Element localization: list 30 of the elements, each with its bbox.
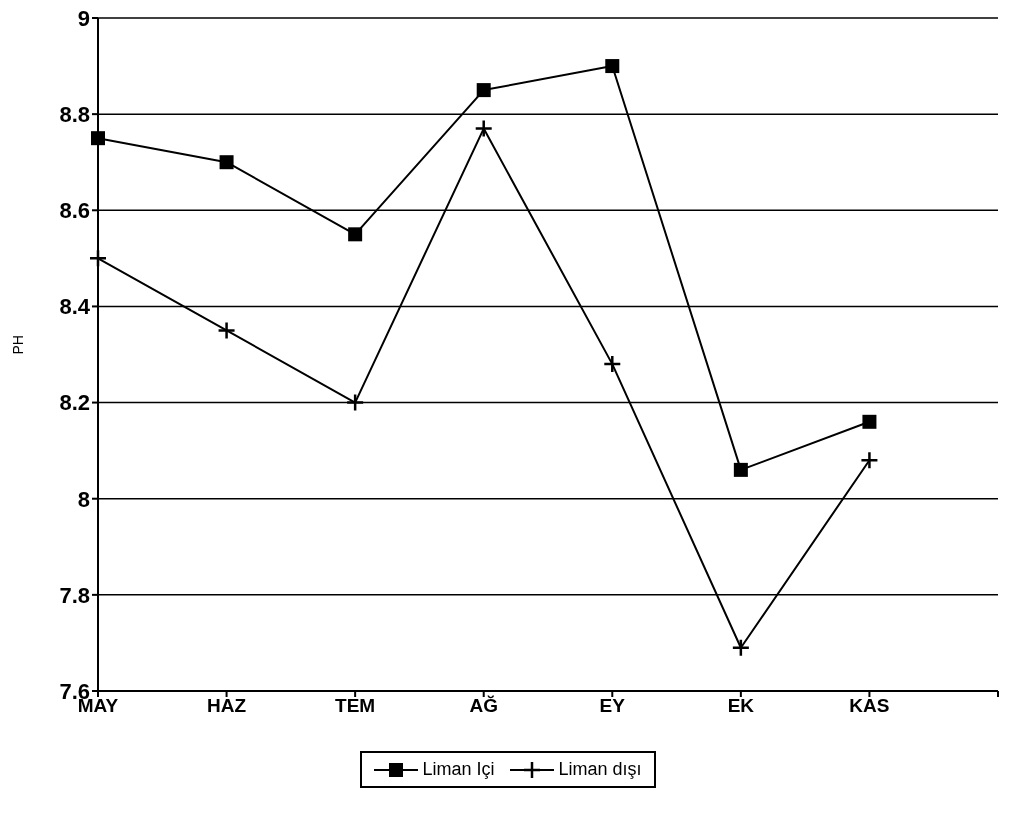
point (731, 638, 751, 657)
point (605, 59, 620, 74)
point (862, 414, 877, 429)
y-tick-label: 8 (77, 486, 90, 512)
y-tick-label: 8.4 (59, 294, 91, 320)
x-tick-label: EK (727, 695, 755, 717)
point (345, 393, 365, 412)
x-tick-label: TEM (335, 695, 376, 717)
legend-label: Liman dışı (557, 759, 642, 780)
point (91, 131, 105, 146)
y-tick-label: 8.2 (59, 390, 90, 416)
y-tick-label: 8.8 (59, 101, 90, 127)
point (733, 462, 748, 477)
point (88, 249, 108, 268)
legend-label: Liman Içi (421, 759, 495, 780)
point (860, 451, 879, 470)
x-tick-label: HAZ (207, 695, 247, 717)
y-tick-label: 8.6 (59, 198, 90, 224)
x-tick-label: EY (599, 695, 626, 717)
point (348, 227, 363, 242)
y-tick-label: 9 (77, 5, 90, 31)
point (219, 155, 234, 170)
y-tick-label: 7.8 (59, 582, 90, 608)
point (603, 354, 622, 374)
point (474, 119, 493, 138)
y-axis-title: PH (9, 335, 26, 355)
point (217, 321, 236, 340)
point (476, 83, 491, 98)
x-tick-label: KAS (849, 695, 890, 717)
x-tick-label: AĞ (469, 695, 498, 717)
